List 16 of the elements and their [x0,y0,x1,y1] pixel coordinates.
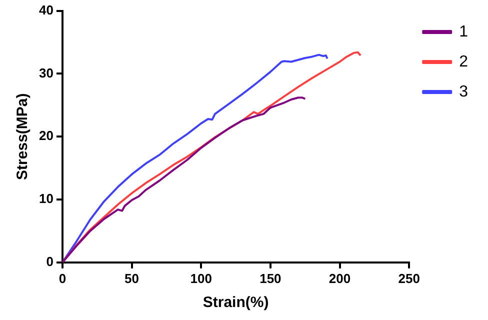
legend-label: 3 [459,83,468,100]
y-tick-label: 30 [38,65,54,80]
legend-label: 2 [459,53,468,70]
y-tick-label: 10 [38,191,54,206]
y-tick-label: 0 [46,254,54,269]
x-tick-label: 100 [190,270,212,286]
x-tick-label: 150 [260,270,282,286]
x-tick-label: 0 [58,270,66,286]
x-tick-label: 200 [328,270,351,286]
x-tick-label: 250 [398,270,420,286]
y-axis-title: Stress(MPa) [14,93,32,180]
x-tick-label: 50 [124,270,140,286]
y-tick-label: 40 [38,2,54,18]
y-tick-label: 20 [38,128,54,144]
legend-label: 1 [459,23,468,40]
x-axis-title: Strain(%) [202,294,269,312]
